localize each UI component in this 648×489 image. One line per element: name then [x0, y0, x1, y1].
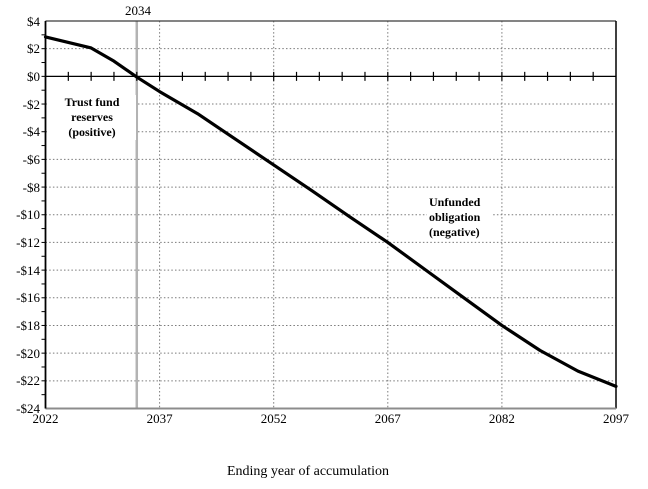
- depletion-year-label: 2034: [125, 3, 151, 18]
- y-tick-label: -$4: [22, 124, 40, 140]
- annotation-line: (negative): [429, 225, 480, 239]
- y-tick-label: -$6: [22, 151, 40, 167]
- y-tick-label: -$12: [16, 234, 40, 250]
- annotation-unfunded-obligation: Unfunded obligation (negative): [427, 195, 493, 240]
- x-tick-label: 2097: [603, 411, 629, 426]
- y-tick-label: $2: [27, 41, 40, 57]
- x-tick-label: 2067: [374, 411, 401, 426]
- y-tick-label: $0: [27, 68, 40, 84]
- y-tick-label: -$2: [22, 96, 40, 112]
- cumulative-balance-curve: [43, 35, 618, 388]
- y-tick-label: -$16: [16, 290, 40, 306]
- y-tick-label: -$20: [16, 345, 40, 361]
- annotation-line: Unfunded: [429, 195, 481, 209]
- annotation-trust-fund-reserves: Trust fund reserves (positive): [48, 95, 136, 140]
- y-tick-label: -$10: [16, 207, 40, 223]
- y-tick-label: -$18: [16, 317, 40, 333]
- x-tick-label: 2022: [32, 411, 59, 426]
- annotation-line: reserves: [71, 110, 113, 124]
- annotation-line: (positive): [68, 125, 116, 139]
- x-axis-title: Ending year of accumulation: [226, 464, 390, 479]
- x-tick-label: 2082: [488, 411, 515, 426]
- x-tick-label: 2052: [260, 411, 287, 426]
- y-tick-label: -$14: [16, 262, 40, 278]
- x-tick-label: 2037: [146, 411, 173, 426]
- y-tick-label: $4: [27, 13, 40, 29]
- annotation-line: Trust fund: [64, 95, 120, 109]
- y-tick-label: -$22: [16, 373, 40, 389]
- y-tick-label: -$8: [22, 179, 40, 195]
- annotation-line: obligation: [429, 210, 481, 224]
- y-tick-label: -$24: [16, 401, 40, 416]
